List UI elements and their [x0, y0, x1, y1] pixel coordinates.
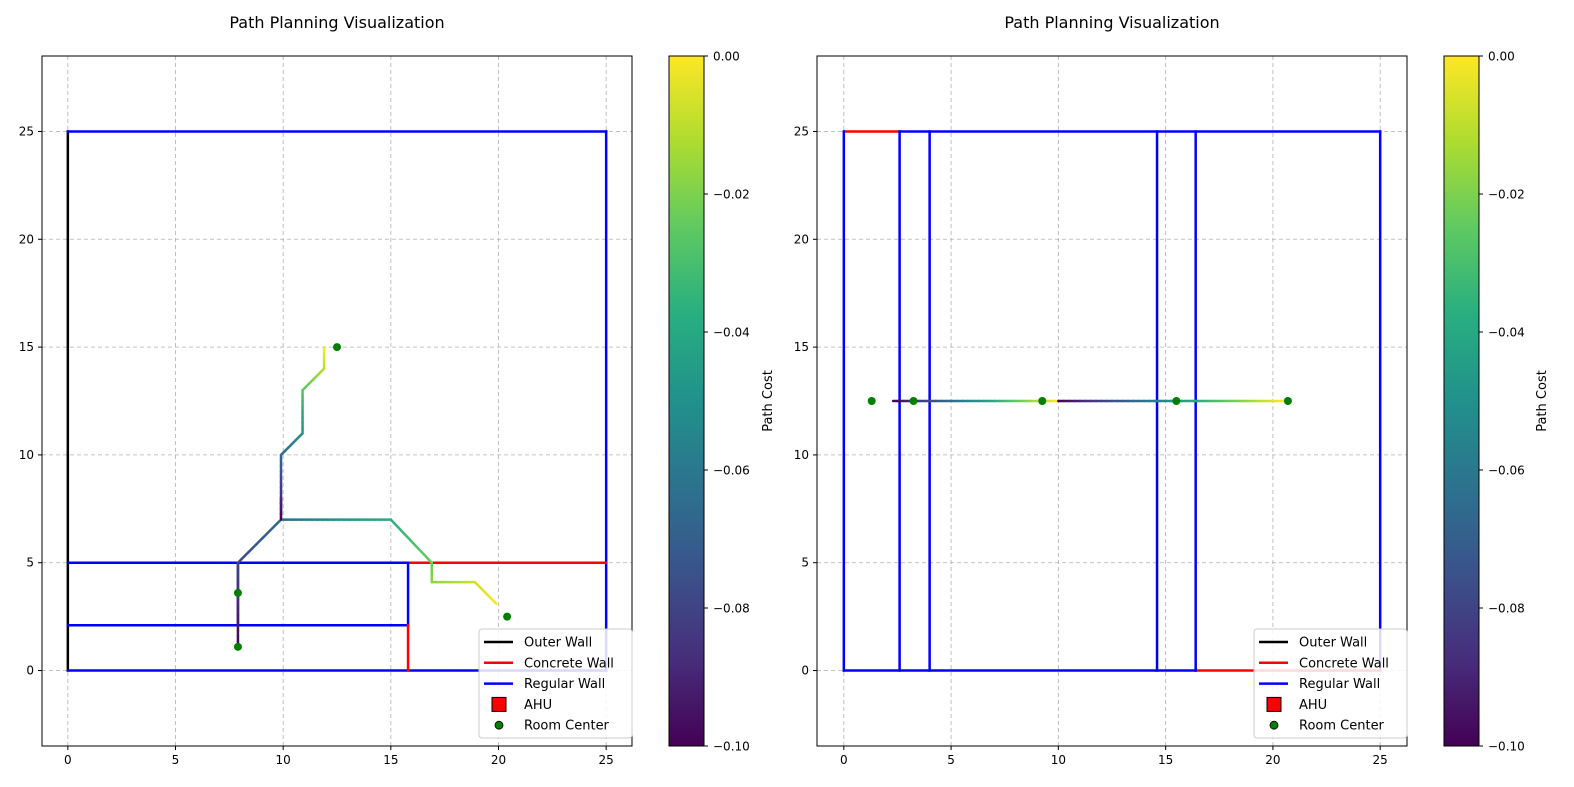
colorbar-tick-label: 0.00: [1488, 50, 1515, 64]
y-tick-label: 20: [794, 232, 809, 246]
x-tick-label: 10: [276, 753, 291, 767]
y-tick-label: 0: [26, 664, 34, 678]
y-tick-label: 15: [794, 340, 809, 354]
room-center-point: [233, 588, 242, 597]
x-tick-label: 25: [599, 753, 614, 767]
x-tick-label: 5: [172, 753, 180, 767]
x-tick-label: 20: [1265, 753, 1280, 767]
chart-right: Path Planning Visualization 0 5 10 15 20 25 0 5 1…: [794, 13, 1550, 767]
axes-frame: [816, 55, 1408, 747]
legend-label: Concrete Wall: [1299, 656, 1389, 671]
x-tick-label: 5: [947, 753, 955, 767]
room-center-point: [909, 397, 918, 405]
legend-label: AHU: [1299, 698, 1327, 713]
colorbar-tick-label: −0.08: [713, 602, 750, 616]
y-tick-label: 20: [19, 232, 34, 246]
legend-label: Regular Wall: [524, 677, 605, 692]
colorbar: [1443, 55, 1480, 747]
room-center-point: [1038, 397, 1047, 405]
colorbar-tick-label: −0.10: [713, 740, 750, 754]
x-tick-label: 10: [1051, 753, 1066, 767]
colorbar-label: Path Cost: [1535, 370, 1550, 432]
x-tick-label: 20: [491, 753, 506, 767]
colorbar-label: Path Cost: [761, 370, 776, 432]
y-tick-label: 0: [801, 664, 809, 678]
legend-label: Concrete Wall: [524, 656, 614, 671]
x-tick-label: 25: [1373, 753, 1388, 767]
x-tick-label: 15: [383, 753, 398, 767]
colorbar-tick-label: −0.04: [1488, 326, 1525, 340]
chart-title: Path Planning Visualization: [1004, 13, 1219, 32]
path-segment: [491, 598, 498, 605]
colorbar-tick-label: −0.10: [1488, 740, 1525, 754]
y-tick-label: 25: [794, 124, 809, 138]
colorbar-tick-label: −0.02: [1488, 188, 1525, 202]
legend-box: [478, 628, 633, 739]
legend-box: [1253, 628, 1408, 739]
legend-label: Room Center: [524, 719, 610, 734]
x-tick-label: 15: [1158, 753, 1173, 767]
legend-swatch: [491, 696, 507, 712]
y-tick-label: 5: [26, 556, 34, 570]
x-tick-label: 0: [64, 753, 72, 767]
legend-swatch: [1266, 696, 1282, 712]
chart-title: Path Planning Visualization: [229, 13, 444, 32]
colorbar: [668, 55, 705, 747]
y-tick-label: 10: [19, 448, 34, 462]
room-center-point: [1283, 397, 1292, 405]
room-center-point: [867, 397, 876, 405]
legend-swatch: [1269, 720, 1279, 730]
y-tick-label: 25: [19, 124, 34, 138]
colorbar-tick-label: −0.04: [713, 326, 750, 340]
colorbar-tick-label: −0.02: [713, 188, 750, 202]
colorbar-tick-label: −0.08: [1488, 602, 1525, 616]
room-center-point: [233, 642, 242, 651]
axes-frame: [41, 55, 633, 747]
legend-swatch: [494, 720, 504, 730]
y-tick-label: 15: [19, 340, 34, 354]
legend-label: AHU: [524, 698, 552, 713]
legend-label: Regular Wall: [1299, 677, 1380, 692]
legend-label: Outer Wall: [1299, 636, 1367, 651]
y-tick-label: 5: [801, 556, 809, 570]
x-tick-label: 0: [840, 753, 848, 767]
colorbar-tick-label: 0.00: [713, 50, 740, 64]
y-tick-label: 10: [794, 448, 809, 462]
room-center-point: [1172, 397, 1181, 405]
legend-label: Outer Wall: [524, 636, 592, 651]
room-center-point: [333, 343, 341, 352]
colorbar-tick-label: −0.06: [1488, 464, 1525, 478]
room-center-point: [503, 612, 512, 621]
legend-label: Room Center: [1299, 719, 1385, 734]
colorbar-tick-label: −0.06: [713, 464, 750, 478]
chart-left: Path Planning Visualization 0 5 10 15 20 25 0 5 1…: [19, 13, 776, 767]
